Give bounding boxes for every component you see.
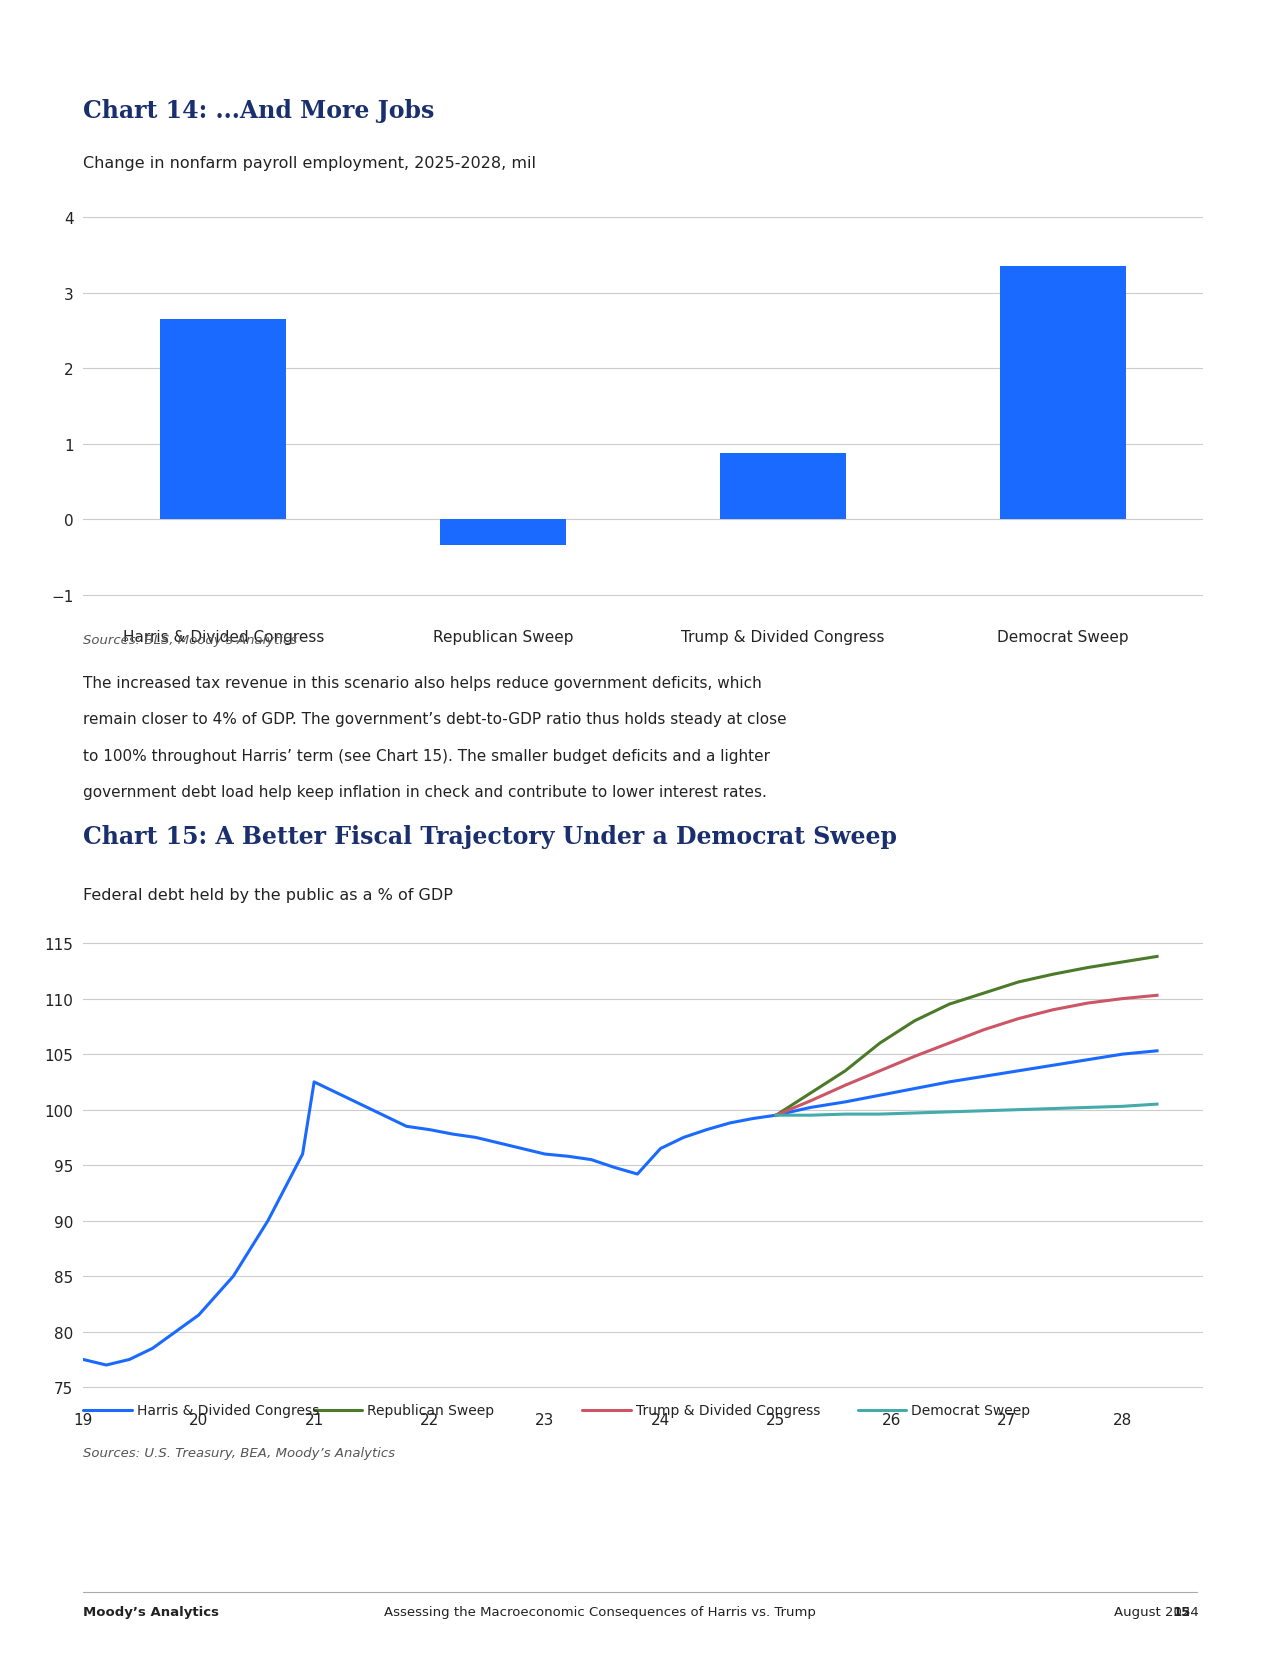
Bar	[440, 520, 566, 546]
Text: Chart 14: ...And More Jobs: Chart 14: ...And More Jobs	[83, 99, 435, 122]
Text: Change in nonfarm payroll employment, 2025-2028, mil: Change in nonfarm payroll employment, 20…	[83, 156, 536, 170]
Bar	[160, 319, 287, 520]
Text: Federal debt held by the public as a % of GDP: Federal debt held by the public as a % o…	[83, 887, 453, 902]
Text: Chart 15: A Better Fiscal Trajectory Under a Democrat Sweep: Chart 15: A Better Fiscal Trajectory Und…	[83, 824, 897, 847]
Bar	[1000, 266, 1126, 520]
Text: The increased tax revenue in this scenario also helps reduce government deficits: The increased tax revenue in this scenar…	[83, 675, 762, 690]
Text: government debt load help keep inflation in check and contribute to lower intere: government debt load help keep inflation…	[83, 784, 767, 799]
Text: to 100% throughout Harris’ term (see Chart 15). The smaller budget deficits and : to 100% throughout Harris’ term (see Cha…	[83, 748, 771, 763]
Text: Republican Sweep: Republican Sweep	[367, 1403, 494, 1417]
Text: August 2024: August 2024	[1114, 1605, 1198, 1619]
Text: Democrat Sweep: Democrat Sweep	[911, 1403, 1030, 1417]
Text: Harris & Divided Congress: Harris & Divided Congress	[137, 1403, 319, 1417]
Text: 15: 15	[1172, 1605, 1190, 1619]
Text: remain closer to 4% of GDP. The government’s debt-to-GDP ratio thus holds steady: remain closer to 4% of GDP. The governme…	[83, 712, 787, 727]
Bar	[721, 453, 846, 520]
Text: Sources: U.S. Treasury, BEA, Moody’s Analytics: Sources: U.S. Treasury, BEA, Moody’s Ana…	[83, 1446, 396, 1460]
Text: Moody’s Analytics: Moody’s Analytics	[83, 1605, 219, 1619]
Text: Assessing the Macroeconomic Consequences of Harris vs. Trump: Assessing the Macroeconomic Consequences…	[384, 1605, 815, 1619]
Text: Sources: BLS, Moody’s Analytics: Sources: BLS, Moody’s Analytics	[83, 634, 297, 647]
Text: Trump & Divided Congress: Trump & Divided Congress	[636, 1403, 820, 1417]
